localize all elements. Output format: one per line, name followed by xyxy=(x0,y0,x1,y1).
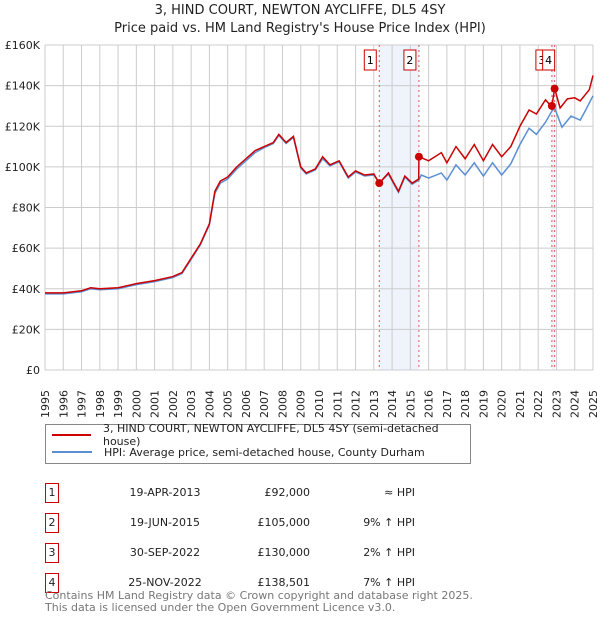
sale-row: 4 25-NOV-2022 £138,501 7% ↑ HPI xyxy=(45,573,445,593)
x-tick-label: 2024 xyxy=(569,390,582,418)
sale-price: £105,000 xyxy=(257,516,311,529)
sale-point xyxy=(375,179,384,188)
price-chart: 1995 1996 1997 1998 1999 2000 2001 2002 2003 2004… xyxy=(5,39,600,418)
sale-point xyxy=(547,101,556,110)
legend-label-hpi: HPI: Average price, semi-detached house,… xyxy=(104,445,425,459)
sale-label: 3 xyxy=(538,54,545,67)
footer-licence: This data is licensed under the Open Gov… xyxy=(45,601,396,614)
sale-label-box xyxy=(542,49,556,71)
x-tick-label: 2005 xyxy=(222,390,235,418)
x-tick-label: 2021 xyxy=(514,390,527,418)
sale-label: 2 xyxy=(406,54,413,67)
y-tick-label: £0 xyxy=(26,364,40,377)
x-tick-label: 2015 xyxy=(404,390,417,418)
y-tick-label: £20K xyxy=(12,323,41,336)
sale-date: 19-JUN-2015 xyxy=(129,516,201,529)
y-tick-label: £140K xyxy=(5,80,41,93)
sale-label: 4 xyxy=(545,54,552,67)
y-tick-label: £100K xyxy=(5,161,41,174)
sale-price: £92,000 xyxy=(264,486,311,499)
sale-number: 3 xyxy=(45,543,59,563)
chart-subtitle: Price paid vs. HM Land Registry's House … xyxy=(114,21,486,36)
legend: 3, HIND COURT, NEWTON AYCLIFFE, DL5 4SY … xyxy=(45,422,471,464)
sale-hpi-diff: 2% ↑ HPI xyxy=(363,546,415,559)
x-tick-label: 1999 xyxy=(112,390,125,418)
x-tick-label: 2022 xyxy=(532,390,545,418)
x-tick-label: 2020 xyxy=(496,390,509,418)
sale-hpi-diff: 9% ↑ HPI xyxy=(363,516,415,529)
property-line xyxy=(45,75,594,294)
legend-swatch-hpi xyxy=(52,451,92,453)
x-tick-label: 2008 xyxy=(276,390,289,418)
x-tick-label: 2025 xyxy=(587,390,600,418)
x-tick-label: 2019 xyxy=(477,390,490,418)
sale-price: £138,501 xyxy=(257,576,311,589)
footer-copyright: Contains HM Land Registry data © Crown c… xyxy=(45,589,473,602)
sale-date: 19-APR-2013 xyxy=(129,486,201,499)
y-tick-label: £160K xyxy=(5,39,41,52)
x-tick-label: 2016 xyxy=(423,390,436,418)
x-tick-label: 1995 xyxy=(39,390,52,418)
x-tick-label: 2014 xyxy=(386,390,399,418)
legend-label-property: 3, HIND COURT, NEWTON AYCLIFFE, DL5 4SY … xyxy=(102,422,439,448)
x-tick-label: 2009 xyxy=(295,390,308,418)
sale-number: 4 xyxy=(45,573,59,593)
sale-hpi-diff: ≈ HPI xyxy=(384,486,415,499)
x-tick-label: 2003 xyxy=(185,390,198,418)
x-tick-label: 2000 xyxy=(130,390,143,418)
sale-row: 3 30-SEP-2022 £130,000 2% ↑ HPI xyxy=(45,543,445,563)
sale-point xyxy=(550,84,559,93)
sale-date: 25-NOV-2022 xyxy=(128,576,202,589)
sale-number: 1 xyxy=(45,483,59,503)
chart-title: 3, HIND COURT, NEWTON AYCLIFFE, DL5 4SY xyxy=(154,3,446,18)
y-tick-label: £120K xyxy=(5,120,41,133)
x-tick-label: 2023 xyxy=(550,390,563,418)
legend-swatch-property xyxy=(52,434,91,436)
x-tick-label: 2012 xyxy=(350,390,363,418)
sale-number: 2 xyxy=(45,513,59,533)
x-tick-label: 2001 xyxy=(149,390,162,418)
x-tick-label: 2010 xyxy=(313,390,326,418)
sale-date: 30-SEP-2022 xyxy=(129,546,201,559)
y-tick-label: £60K xyxy=(12,242,41,255)
x-tick-label: 2006 xyxy=(240,390,253,418)
x-tick-label: 1997 xyxy=(76,390,89,418)
y-tick-label: £40K xyxy=(12,283,41,296)
y-tick-label: £80K xyxy=(12,202,41,215)
sale-price: £130,000 xyxy=(257,546,311,559)
sale-hpi-diff: 7% ↑ HPI xyxy=(363,576,415,589)
x-tick-label: 2011 xyxy=(331,390,344,418)
x-tick-label: 1996 xyxy=(57,390,70,418)
footer: Contains HM Land Registry data © Crown c… xyxy=(45,590,473,614)
sale-label-box xyxy=(403,49,417,71)
x-tick-label: 2017 xyxy=(441,390,454,418)
sale-point xyxy=(414,152,423,161)
x-tick-label: 2018 xyxy=(459,390,472,418)
x-tick-label: 2007 xyxy=(258,390,271,418)
x-tick-label: 2002 xyxy=(167,390,180,418)
sale-label: 1 xyxy=(367,54,374,67)
x-tick-label: 2004 xyxy=(203,390,216,418)
sale-row: 1 19-APR-2013 £92,000 ≈ HPI xyxy=(45,483,445,503)
sale-label-box xyxy=(363,49,377,71)
x-tick-label: 2013 xyxy=(368,390,381,418)
sale-row: 2 19-JUN-2015 £105,000 9% ↑ HPI xyxy=(45,513,445,533)
x-tick-label: 1998 xyxy=(94,390,107,418)
